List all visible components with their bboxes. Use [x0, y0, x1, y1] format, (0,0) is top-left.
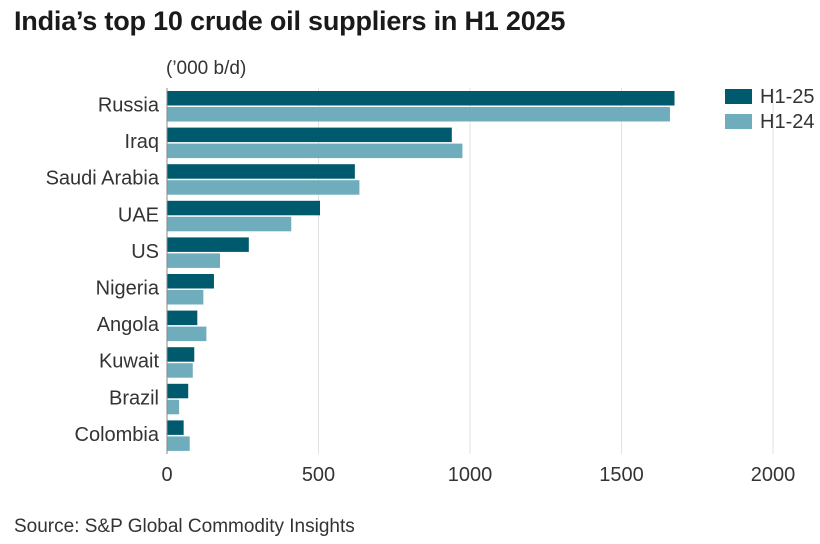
- bar-colombia-h1-25: [167, 420, 184, 435]
- bar-brazil-h1-25: [167, 383, 189, 399]
- bar-us-h1-24: [167, 253, 221, 268]
- tick-labels: 0 500 1000 1500 2000: [161, 464, 795, 486]
- legend-swatch: [725, 114, 752, 129]
- bar-saudi-arabia-h1-25: [167, 164, 355, 179]
- x-tick-label: 1000: [448, 464, 493, 486]
- category-labels: Russia Iraq Saudi Arabia UAE US Nigeria Angola…: [46, 95, 160, 446]
- source-note: Source: S&P Global Commodity Insights: [14, 516, 355, 537]
- category-label: Nigeria: [96, 278, 160, 300]
- unit-label: (’000 b/d): [166, 58, 247, 79]
- x-tick-label: 500: [302, 464, 335, 486]
- category-label: UAE: [118, 204, 159, 226]
- bar-brazil-h1-24: [167, 399, 180, 415]
- bar-iraq-h1-25: [167, 127, 452, 143]
- bars: [167, 91, 675, 451]
- bar-nigeria-h1-24: [167, 290, 204, 305]
- legend-label: H1-24: [760, 111, 814, 133]
- bar-kuwait-h1-24: [167, 363, 193, 378]
- chart-title: India’s top 10 crude oil suppliers in H1…: [14, 6, 566, 36]
- category-label: Angola: [97, 314, 160, 336]
- bar-angola-h1-24: [167, 326, 207, 342]
- x-tick-label: 0: [161, 464, 172, 486]
- x-tick-label: 2000: [751, 464, 796, 486]
- legend-label: H1-25: [760, 86, 814, 108]
- category-label: Russia: [98, 95, 160, 117]
- bar-colombia-h1-24: [167, 436, 190, 451]
- category-label: US: [131, 241, 159, 263]
- category-label: Brazil: [109, 387, 159, 409]
- bar-us-h1-25: [167, 237, 249, 252]
- gridlines: [318, 88, 774, 454]
- bar-saudi-arabia-h1-24: [167, 180, 360, 195]
- bar-kuwait-h1-25: [167, 347, 195, 362]
- bar-russia-h1-25: [167, 91, 675, 106]
- bar-angola-h1-25: [167, 310, 198, 326]
- x-tick-label: 1500: [599, 464, 644, 486]
- legend: H1-25 H1-24: [725, 86, 814, 133]
- bar-russia-h1-24: [167, 107, 670, 122]
- bar-iraq-h1-24: [167, 143, 463, 159]
- category-label: Iraq: [125, 131, 159, 153]
- bar-uae-h1-25: [167, 200, 321, 216]
- bar-uae-h1-24: [167, 216, 292, 232]
- legend-swatch: [725, 89, 752, 104]
- category-label: Saudi Arabia: [46, 168, 160, 190]
- category-label: Colombia: [75, 424, 160, 446]
- category-label: Kuwait: [99, 351, 159, 373]
- bar-nigeria-h1-25: [167, 274, 214, 289]
